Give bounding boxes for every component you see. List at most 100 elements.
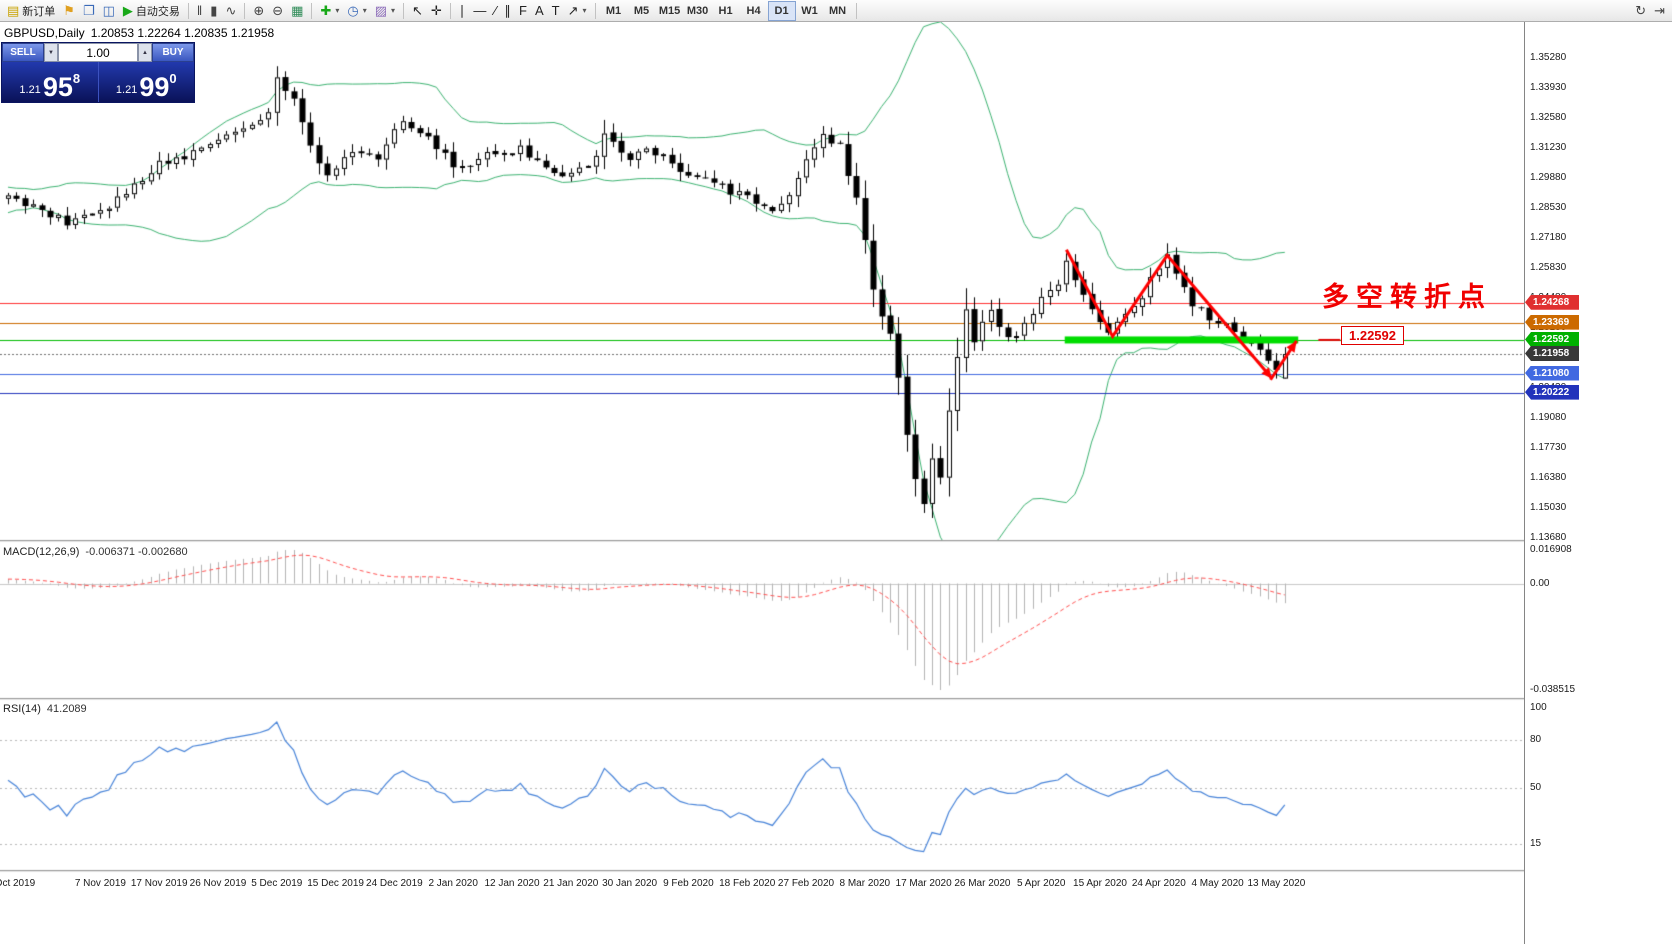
crosshair-icon: ✛ bbox=[430, 3, 442, 18]
ask-price-big: 99 bbox=[139, 72, 170, 103]
grid-button[interactable]: ▦ bbox=[287, 1, 307, 21]
timeframe-mn-button[interactable]: MN bbox=[824, 1, 852, 21]
toolbar-group-chart-type: ‖ ▮ ∿ bbox=[193, 1, 240, 21]
auto-scroll-button[interactable]: ↻ bbox=[1631, 1, 1650, 21]
bar-chart-icon: ‖ bbox=[196, 3, 203, 18]
auto-trading-button[interactable]: ▶ 自动交易 bbox=[119, 1, 184, 21]
price-axis-tick: 1.28530 bbox=[1530, 201, 1567, 213]
date-axis-label: 2 Jan 2020 bbox=[428, 878, 478, 889]
templates-button[interactable]: ▨ ▾ bbox=[371, 1, 399, 21]
timeframe-d1-button[interactable]: D1 bbox=[767, 0, 796, 21]
horizontal-line-button[interactable]: ― bbox=[469, 1, 490, 21]
timeframe-w1-button[interactable]: W1 bbox=[796, 1, 824, 21]
toolbar-group-trade: ▤ 新订单 ⚑ ❐ ◫ ▶ 自动交易 bbox=[3, 1, 184, 21]
chevron-down-icon: ▾ bbox=[335, 6, 340, 15]
auto-trading-button-label: 自动交易 bbox=[135, 5, 180, 18]
annotation-turning-point-text[interactable]: 多空转折点 bbox=[1322, 282, 1492, 313]
toolbar-separator bbox=[311, 2, 313, 19]
new-order-button-label: 新订单 bbox=[22, 5, 56, 18]
auto-scroll-icon: ↻ bbox=[1635, 3, 1647, 18]
macd-scale-max: 0.016908 bbox=[1530, 544, 1572, 555]
toolbar-separator bbox=[403, 2, 405, 19]
navigator-icon: ◫ bbox=[102, 3, 115, 18]
date-axis-label: 7 Nov 2019 bbox=[74, 878, 126, 889]
timeframe-m15-button[interactable]: M15 bbox=[656, 1, 684, 21]
date-axis-label: 15 Apr 2020 bbox=[1073, 878, 1127, 889]
rsi-scale-label: 80 bbox=[1530, 734, 1542, 745]
chart-symbol-period: GBPUSD,Daily bbox=[4, 26, 85, 40]
date-axis-label: 24 Apr 2020 bbox=[1131, 878, 1186, 889]
timeframe-h1-button[interactable]: H1 bbox=[712, 1, 740, 21]
date-axis-label: 24 Dec 2019 bbox=[366, 878, 423, 889]
macd-indicator-label: MACD(12,26,9) -0.006371 -0.002680 bbox=[3, 546, 188, 558]
buy-button[interactable]: BUY bbox=[152, 43, 194, 62]
price-axis-tick: 1.31230 bbox=[1530, 141, 1567, 153]
chart-shift-button[interactable]: ⇥ bbox=[1650, 1, 1669, 21]
vertical-line-button[interactable]: ∣ bbox=[455, 1, 470, 21]
indicators-button[interactable]: ✚ ▾ bbox=[316, 1, 343, 21]
annotation-price-label[interactable]: 1.22592 bbox=[1341, 326, 1404, 345]
date-axis-label: 5 Apr 2020 bbox=[1017, 878, 1066, 889]
price-tag: 1.20222 bbox=[1525, 384, 1579, 400]
text-button[interactable]: A bbox=[531, 1, 548, 21]
price-axis-tick: 1.29880 bbox=[1530, 171, 1567, 183]
chevron-down-icon: ▾ bbox=[362, 6, 367, 15]
candlestick-button[interactable]: ▮ bbox=[206, 1, 221, 21]
fibonacci-button[interactable]: F bbox=[515, 1, 531, 21]
toolbar-group-objects: ✚ ▾ ◷ ▾ ▨ ▾ bbox=[316, 1, 399, 21]
arrows-button[interactable]: ↗ ▾ bbox=[564, 1, 591, 21]
volume-input[interactable] bbox=[58, 43, 138, 62]
bid-price-button[interactable]: 1.21 95 8 bbox=[2, 62, 99, 102]
price-axis-tick: 1.35280 bbox=[1530, 52, 1567, 63]
timeframe-m30-button-label: M30 bbox=[686, 4, 709, 17]
toolbar-separator bbox=[855, 2, 857, 19]
channel-icon: ∥ bbox=[504, 3, 512, 18]
price-axis-tick: 1.32580 bbox=[1530, 111, 1567, 123]
timeframe-m15-button-label: M15 bbox=[658, 4, 681, 17]
date-axis-label: 27 Feb 2020 bbox=[777, 878, 835, 889]
bar-chart-button[interactable]: ‖ bbox=[193, 1, 206, 21]
line-chart-button[interactable]: ∿ bbox=[221, 1, 240, 21]
auto-trading-icon: ▶ bbox=[122, 3, 133, 18]
arrows-icon: ↗ bbox=[567, 3, 579, 18]
trendline-icon: ∕ bbox=[494, 3, 497, 18]
new-order-button[interactable]: ▤ 新订单 bbox=[3, 1, 59, 21]
market-watch-button[interactable]: ❐ bbox=[79, 1, 99, 21]
crosshair-button[interactable]: ✛ bbox=[427, 1, 446, 21]
timeframe-d1-button-label: D1 bbox=[774, 4, 789, 17]
vertical-line-icon: ∣ bbox=[458, 3, 466, 18]
macd-values: -0.006371 -0.002680 bbox=[85, 546, 188, 558]
trendline-button[interactable]: ∕ bbox=[490, 1, 500, 21]
navigator-button[interactable]: ◫ bbox=[99, 1, 119, 21]
timeframe-m5-button-label: M5 bbox=[633, 4, 650, 17]
timeframe-m30-button[interactable]: M30 bbox=[684, 1, 712, 21]
ask-price-button[interactable]: 1.21 99 0 bbox=[99, 62, 195, 102]
price-axis-tick: 1.17730 bbox=[1530, 441, 1567, 453]
one-click-prices-row: 1.21 95 8 1.21 99 0 bbox=[2, 62, 194, 102]
price-tag: 1.23369 bbox=[1525, 314, 1579, 330]
toolbar-group-right: ↻ ⇥ bbox=[1631, 1, 1669, 21]
label-button[interactable]: T bbox=[548, 1, 564, 21]
timeframe-m1-button[interactable]: M1 bbox=[600, 1, 628, 21]
timeframe-m5-button[interactable]: M5 bbox=[628, 1, 656, 21]
triangle-down-icon: ▼ bbox=[48, 49, 54, 56]
periods-button[interactable]: ◷ ▾ bbox=[343, 1, 370, 21]
toolbar-separator bbox=[244, 2, 246, 19]
volume-increase-button[interactable]: ▲ bbox=[138, 43, 152, 62]
date-axis-label: 15 Dec 2019 bbox=[307, 878, 364, 889]
zoom-in-button[interactable]: ⊕ bbox=[249, 1, 268, 21]
volume-decrease-button[interactable]: ▼ bbox=[44, 43, 58, 62]
cursor-button[interactable]: ↖ bbox=[408, 1, 427, 21]
rsi-indicator-label: RSI(14) 41.2089 bbox=[3, 703, 87, 715]
price-axis: 0.016908 0.00 -0.038515 1.35280 1.33930 1.… bbox=[1524, 22, 1672, 944]
chevron-down-icon: ▾ bbox=[582, 6, 587, 15]
sell-button[interactable]: SELL bbox=[2, 43, 44, 62]
channel-button[interactable]: ∥ bbox=[501, 1, 516, 21]
cursor-icon: ↖ bbox=[412, 3, 423, 18]
timeframe-h4-button[interactable]: H4 bbox=[740, 1, 768, 21]
macd-scale-zero: 0.00 bbox=[1530, 577, 1550, 589]
alert-button[interactable]: ⚑ bbox=[59, 1, 79, 21]
zoom-out-button[interactable]: ⊖ bbox=[268, 1, 287, 21]
price-chart-canvas[interactable] bbox=[0, 22, 1524, 944]
zoom-out-icon: ⊖ bbox=[272, 3, 284, 18]
